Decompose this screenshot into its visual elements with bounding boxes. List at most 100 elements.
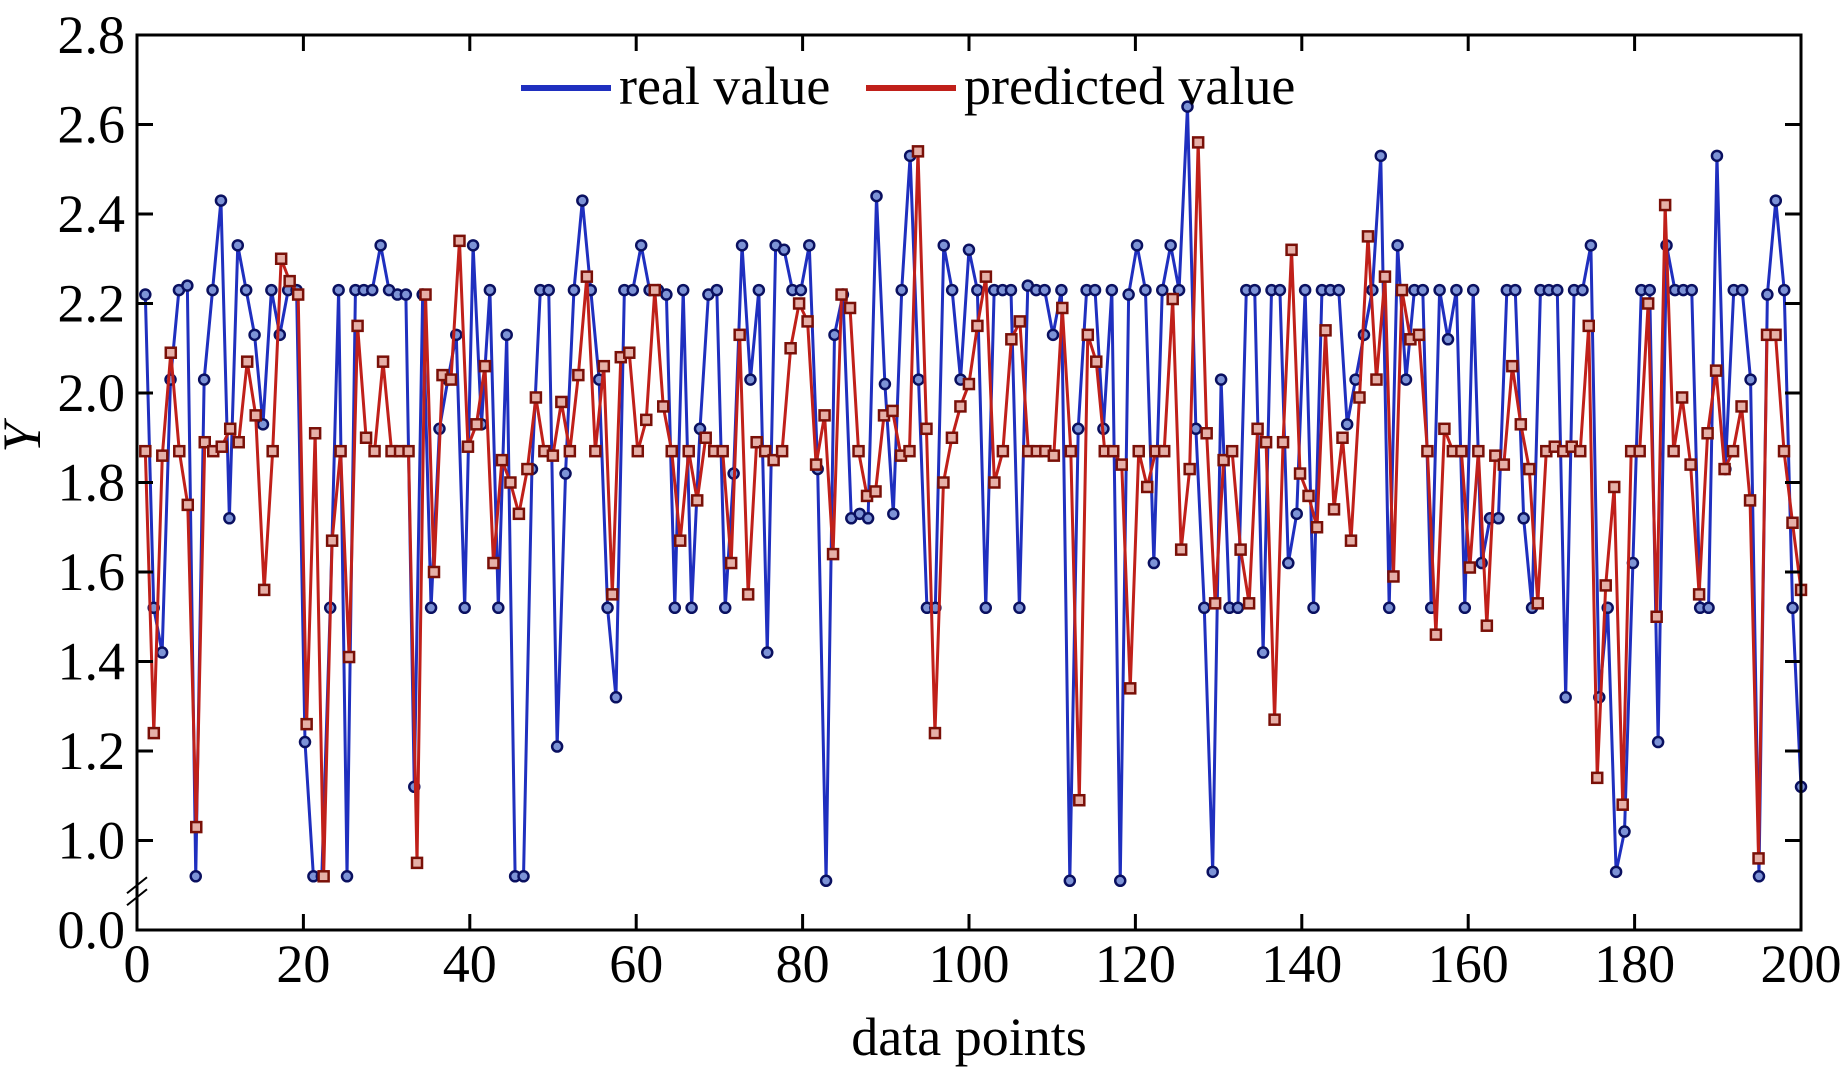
data-point: [1139, 283, 1152, 297]
data-point: [752, 283, 766, 297]
data-point: [1559, 691, 1572, 704]
data-point: [803, 239, 816, 252]
legend-label: real value: [619, 56, 830, 116]
data-point: [1307, 601, 1320, 615]
data-point: [410, 856, 424, 870]
data-point: [1458, 601, 1472, 615]
data-point: [1441, 333, 1455, 346]
data-point: [1298, 283, 1312, 297]
data-point: [767, 453, 780, 467]
data-point: [1573, 444, 1587, 458]
data-point: [427, 565, 441, 579]
data-point: [214, 194, 228, 207]
data-point: [597, 359, 611, 373]
data-point: [673, 534, 687, 547]
data-point: [1336, 431, 1349, 444]
data-point: [682, 444, 695, 458]
data-point: [634, 239, 648, 252]
data-point: [826, 547, 840, 561]
data-point: [155, 646, 169, 659]
data-point: [1208, 597, 1222, 610]
data-point: [1650, 610, 1663, 623]
data-point: [1285, 243, 1298, 257]
data-point: [1113, 874, 1127, 888]
data-point: [492, 601, 505, 615]
series-real-value: [139, 100, 1808, 888]
data-point: [1361, 230, 1375, 243]
data-point: [1156, 283, 1169, 297]
data-point: [1013, 315, 1027, 328]
data-point: [828, 328, 841, 342]
data-point: [1327, 503, 1341, 516]
data-point: [504, 476, 517, 489]
legend-label: predicted value: [964, 56, 1295, 116]
data-point: [483, 283, 497, 297]
legend: real value predicted value: [521, 56, 1295, 116]
data-point: [1073, 793, 1086, 807]
y-tick-label: 2.2: [58, 274, 126, 334]
data-point: [1248, 283, 1261, 297]
data-point: [962, 377, 976, 391]
data-point: [1752, 852, 1765, 865]
data-point: [1038, 283, 1051, 297]
data-point: [1777, 444, 1791, 458]
data-point: [1685, 283, 1698, 297]
series-predicted-value: [139, 136, 1808, 883]
data-point: [912, 373, 925, 386]
data-point: [1055, 283, 1068, 297]
data-point: [744, 373, 757, 386]
data-point: [1777, 283, 1791, 297]
data-point: [750, 435, 763, 449]
data-point: [249, 409, 262, 422]
data-point: [1633, 444, 1646, 458]
data-point: [517, 870, 530, 883]
data-point: [1658, 198, 1672, 212]
data-point: [402, 444, 415, 458]
data-point: [937, 239, 950, 252]
data-point: [470, 418, 483, 431]
data-point: [835, 288, 848, 301]
data-point: [1607, 480, 1621, 494]
data-point: [1064, 444, 1078, 458]
data-point: [223, 422, 237, 436]
data-point: [1302, 489, 1315, 503]
data-point: [368, 444, 381, 458]
data-point: [453, 234, 466, 248]
data-point: [365, 283, 379, 297]
data-point: [1517, 512, 1530, 525]
data-point: [1710, 149, 1724, 163]
data-point: [1063, 874, 1077, 888]
data-point: [181, 279, 194, 292]
data-point: [1616, 798, 1629, 811]
data-point: [1497, 458, 1511, 471]
data-point: [733, 328, 746, 342]
data-point: [1164, 239, 1177, 252]
data-point: [761, 646, 774, 659]
data-point: [374, 239, 387, 252]
y-tick-label: 2.0: [58, 363, 126, 423]
data-point: [173, 444, 186, 458]
data-point: [1340, 418, 1354, 431]
x-tick-label: 100: [929, 934, 1010, 994]
data-point: [1523, 462, 1536, 476]
data-point: [1105, 283, 1119, 297]
data-point: [466, 239, 480, 252]
data-point: [724, 556, 738, 570]
data-point: [563, 444, 577, 458]
data-point: [351, 319, 364, 333]
y-tick-label: 2.4: [58, 184, 126, 244]
data-point: [500, 328, 513, 342]
data-point: [1174, 543, 1188, 556]
data-point: [1107, 444, 1120, 458]
data-point: [156, 449, 169, 462]
data-point: [979, 270, 993, 283]
data-point: [971, 283, 984, 297]
x-tick-label: 40: [443, 934, 497, 994]
data-point: [1172, 283, 1186, 297]
data-point: [567, 283, 581, 297]
data-point: [668, 601, 682, 615]
data-point: [248, 328, 261, 342]
data-point: [478, 359, 492, 373]
data-point: [589, 444, 602, 458]
data-point: [461, 440, 475, 453]
